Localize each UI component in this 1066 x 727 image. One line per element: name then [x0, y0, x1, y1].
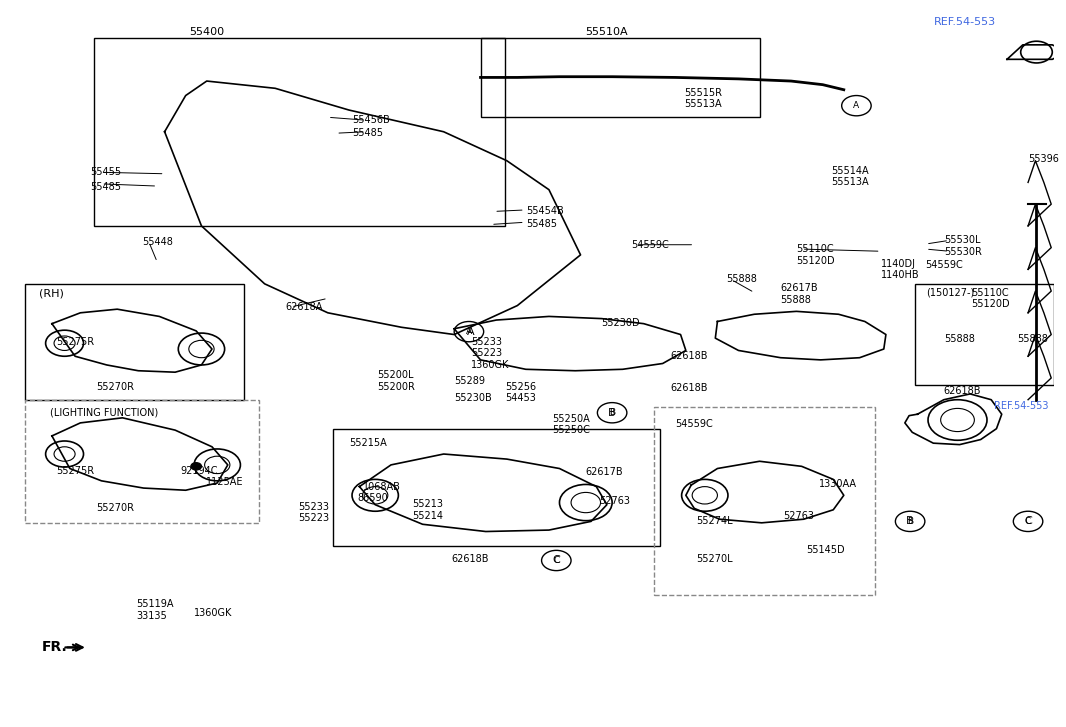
Text: A: A — [466, 327, 472, 336]
Text: 55223: 55223 — [471, 348, 502, 358]
Circle shape — [191, 462, 201, 470]
Text: 55110C: 55110C — [796, 244, 834, 254]
Text: 1360GK: 1360GK — [194, 608, 232, 618]
Text: 55456B: 55456B — [352, 115, 390, 125]
Text: 55510A: 55510A — [585, 27, 628, 37]
Text: 55530R: 55530R — [943, 247, 982, 257]
Text: 55213: 55213 — [413, 499, 443, 509]
Text: (RH): (RH) — [39, 289, 64, 299]
Text: (LIGHTING FUNCTION): (LIGHTING FUNCTION) — [50, 408, 158, 418]
Text: 62618B: 62618B — [451, 554, 488, 564]
Text: 62617B: 62617B — [586, 467, 624, 477]
Text: 55485: 55485 — [526, 220, 556, 230]
Bar — [25, 400, 259, 523]
Text: 1330AA: 1330AA — [819, 478, 856, 489]
Text: 55270R: 55270R — [96, 503, 134, 513]
Text: 55120D: 55120D — [796, 256, 835, 265]
Text: 55515R: 55515R — [683, 88, 722, 97]
Text: C: C — [1024, 517, 1031, 526]
Text: 55223: 55223 — [298, 513, 329, 523]
Text: 62617B: 62617B — [780, 284, 819, 293]
Text: 62618B: 62618B — [671, 351, 708, 361]
Text: 54559C: 54559C — [631, 240, 668, 250]
Text: 55250A: 55250A — [552, 414, 589, 424]
Text: 55145D: 55145D — [806, 545, 844, 555]
Bar — [916, 284, 1054, 385]
Text: 62618A: 62618A — [286, 302, 323, 312]
Text: 92194C: 92194C — [180, 466, 217, 475]
Text: 52763: 52763 — [599, 496, 630, 506]
Text: 55214: 55214 — [413, 510, 443, 521]
Text: 55888: 55888 — [726, 275, 757, 284]
Bar — [94, 38, 504, 226]
Text: 1360GK: 1360GK — [471, 360, 510, 370]
Text: 1140DJ: 1140DJ — [881, 259, 916, 268]
Text: 55888: 55888 — [1018, 334, 1048, 344]
Text: 55256: 55256 — [504, 382, 536, 392]
Text: 55448: 55448 — [143, 237, 174, 247]
Text: B: B — [907, 517, 914, 526]
Text: 1068AB: 1068AB — [362, 481, 401, 491]
Bar — [25, 284, 243, 400]
Text: A: A — [854, 101, 859, 111]
Text: 55513A: 55513A — [831, 177, 869, 188]
Text: A: A — [467, 326, 474, 337]
Text: REF.54-553: REF.54-553 — [995, 401, 1049, 411]
Bar — [481, 38, 760, 117]
Text: B: B — [906, 516, 914, 526]
Text: 55530L: 55530L — [943, 236, 981, 246]
Text: 55215A: 55215A — [349, 438, 387, 448]
Text: C: C — [553, 556, 560, 565]
Text: 55230B: 55230B — [454, 393, 491, 403]
Bar — [333, 429, 660, 546]
Text: 55233: 55233 — [298, 502, 329, 512]
Text: (150127-): (150127-) — [926, 287, 974, 297]
Text: 55230D: 55230D — [601, 318, 641, 328]
Text: 55275R: 55275R — [56, 466, 94, 475]
Text: 55274L: 55274L — [696, 516, 733, 526]
Text: 86590: 86590 — [357, 493, 388, 503]
Text: 54559C: 54559C — [925, 260, 963, 270]
Text: 52763: 52763 — [782, 510, 813, 521]
Text: 55120D: 55120D — [971, 299, 1010, 309]
Text: REF.54-553: REF.54-553 — [934, 17, 996, 27]
Text: 55270L: 55270L — [696, 554, 733, 564]
Text: 54453: 54453 — [504, 393, 535, 403]
Text: 62618B: 62618B — [671, 383, 708, 393]
Text: 55485: 55485 — [90, 182, 120, 192]
Text: 55200L: 55200L — [377, 370, 414, 380]
Text: FR.: FR. — [42, 640, 67, 654]
Text: B: B — [609, 408, 616, 418]
Text: 55110C: 55110C — [971, 287, 1008, 297]
Text: 55275R: 55275R — [56, 337, 94, 347]
Text: 55514A: 55514A — [831, 166, 869, 176]
Text: 62618B: 62618B — [943, 386, 982, 396]
Text: B: B — [609, 409, 615, 417]
Text: 55289: 55289 — [454, 376, 485, 386]
Bar — [655, 407, 875, 595]
Text: 33135: 33135 — [136, 611, 167, 621]
Text: 55200R: 55200R — [377, 382, 415, 392]
Text: 55888: 55888 — [780, 294, 811, 305]
Text: 1125AE: 1125AE — [206, 477, 243, 487]
Text: 1140HB: 1140HB — [881, 270, 919, 280]
Text: 55888: 55888 — [943, 334, 974, 344]
Text: 55513A: 55513A — [683, 99, 722, 109]
Text: 55396: 55396 — [1028, 154, 1059, 164]
Text: C: C — [1024, 516, 1032, 526]
Text: 55250C: 55250C — [552, 425, 589, 435]
Text: C: C — [552, 555, 561, 566]
Text: 55454B: 55454B — [526, 206, 564, 217]
Text: 54559C: 54559C — [675, 419, 713, 430]
Text: 55485: 55485 — [352, 128, 383, 138]
Text: 55455: 55455 — [90, 167, 120, 177]
Text: 55233: 55233 — [471, 337, 502, 347]
Text: 55400: 55400 — [189, 27, 224, 37]
Text: 55270R: 55270R — [96, 382, 134, 392]
Text: 55119A: 55119A — [136, 599, 174, 609]
